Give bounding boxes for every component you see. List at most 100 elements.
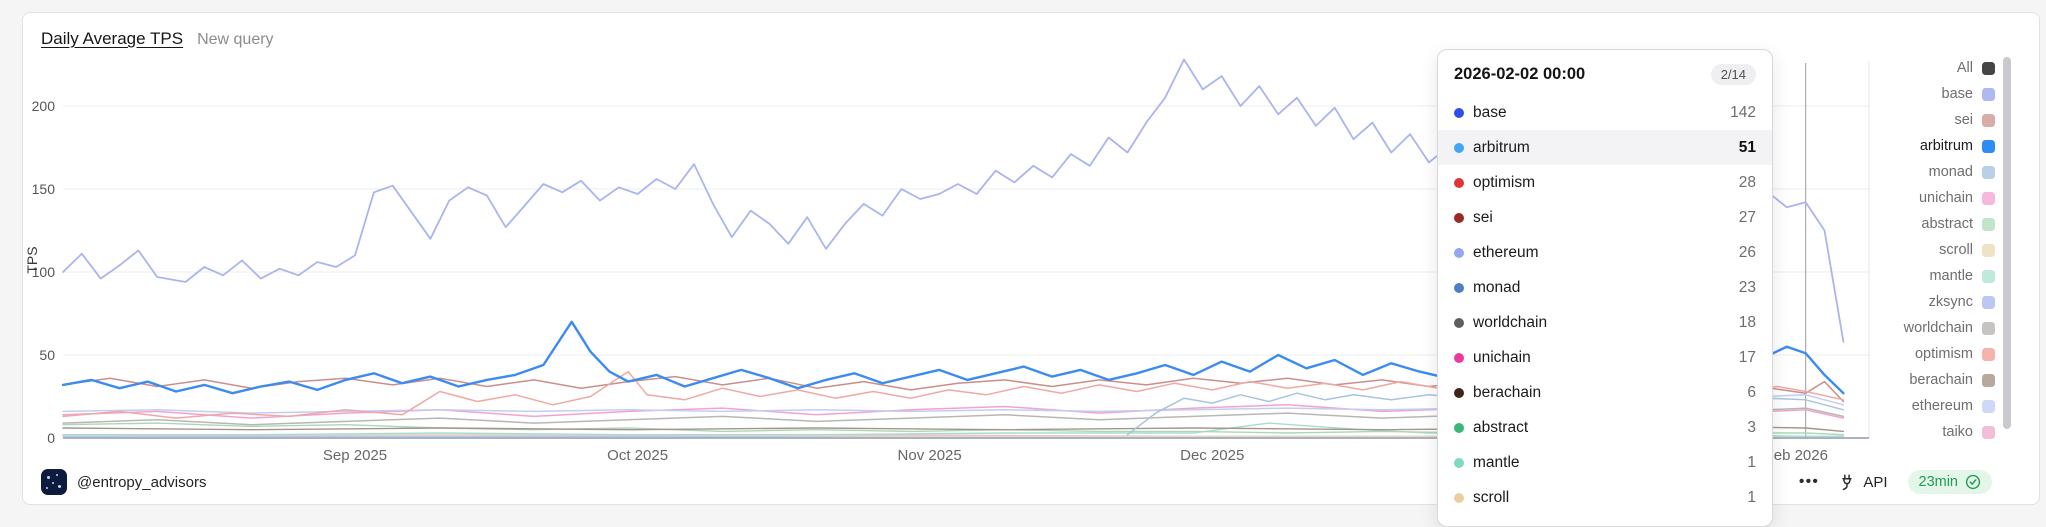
legend-item-base[interactable]: base	[1805, 81, 1995, 107]
legend-label: monad	[1928, 164, 1973, 180]
legend-label: All	[1956, 60, 1973, 76]
tooltip-row-monad: monad 23	[1438, 270, 1772, 305]
tooltip-row-unichain: unichain 17	[1438, 340, 1772, 375]
tooltip-series-name: berachain	[1473, 383, 1542, 401]
tooltip-series-value: 51	[1738, 138, 1756, 156]
y-axis-title: TPS	[24, 246, 40, 273]
plug-icon	[1842, 474, 1852, 490]
freshness-badge[interactable]: 23min	[1907, 470, 1992, 494]
footer-actions: ••• API 23min	[1799, 469, 1992, 495]
series-dot-icon	[1454, 282, 1464, 293]
legend-swatch-icon	[1982, 191, 1995, 205]
tooltip-series-name: worldchain	[1473, 313, 1548, 331]
tooltip-series-name: unichain	[1473, 348, 1531, 366]
series-dot-icon	[1454, 212, 1464, 223]
series-dot-icon	[1454, 422, 1464, 433]
legend-item-arbitrum[interactable]: arbitrum	[1805, 133, 1995, 159]
legend-item-sei[interactable]: sei	[1805, 107, 1995, 133]
chart-title-link[interactable]: Daily Average TPS	[41, 29, 184, 48]
x-tick-label: Nov 2025	[898, 447, 962, 464]
series-dot-icon	[1454, 177, 1464, 188]
tooltip-series-value: 23	[1738, 278, 1756, 296]
more-menu-button[interactable]: •••	[1799, 473, 1820, 490]
chart-header: Daily Average TPS New query	[41, 29, 274, 49]
legend-label: arbitrum	[1919, 138, 1973, 154]
tooltip-series-value: 28	[1738, 173, 1756, 191]
series-dot-icon	[1454, 352, 1464, 363]
tooltip-series-name: abstract	[1473, 418, 1529, 436]
tooltip-series-name: mantle	[1473, 453, 1520, 471]
tooltip-series-name: arbitrum	[1473, 138, 1530, 156]
legend-item-unichain[interactable]: unichain	[1805, 185, 1995, 211]
legend-item-abstract[interactable]: abstract	[1805, 211, 1995, 237]
tooltip-series-value: 6	[1747, 383, 1756, 401]
legend-label: zksync	[1928, 294, 1973, 310]
new-query-link[interactable]: New query	[197, 31, 274, 48]
legend-swatch-icon	[1982, 295, 1995, 309]
hover-tooltip: 2026-02-02 00:00 2/14 base 142 arbitrum 51 o…	[1437, 49, 1773, 527]
x-tick-label: Sep 2025	[323, 447, 387, 464]
legend-scrollbar-thumb[interactable]	[2003, 57, 2011, 429]
y-tick-label: 50	[39, 347, 55, 363]
legend-item-optimism[interactable]: optimism	[1805, 341, 1995, 367]
legend-swatch-icon	[1982, 165, 1995, 179]
tooltip-row-berachain: berachain 6	[1438, 375, 1772, 410]
legend-item-worldchain[interactable]: worldchain	[1805, 315, 1995, 341]
tooltip-row-arbitrum: arbitrum 51	[1438, 130, 1772, 165]
tooltip-series-name: ethereum	[1473, 243, 1539, 261]
series-dot-icon	[1454, 142, 1464, 153]
legend-swatch-icon	[1982, 373, 1995, 387]
legend-label: unichain	[1918, 190, 1973, 206]
legend-item-all[interactable]: All	[1805, 55, 1995, 81]
tooltip-row-optimism: optimism 28	[1438, 165, 1772, 200]
tooltip-row-sei: sei 27	[1438, 200, 1772, 235]
tooltip-rows: base 142 arbitrum 51 optimism 28 sei 27 ethereum…	[1438, 95, 1772, 515]
tooltip-series-name: base	[1473, 103, 1507, 121]
legend-item-taiko[interactable]: taiko	[1805, 419, 1995, 445]
author-handle-link[interactable]: @entropy_advisors	[77, 473, 207, 491]
author-avatar[interactable]	[41, 469, 67, 495]
legend-swatch-icon	[1982, 243, 1995, 257]
tooltip-series-name: sei	[1473, 208, 1493, 226]
tooltip-series-value: 3	[1747, 418, 1756, 436]
series-dot-icon	[1454, 247, 1464, 258]
api-button[interactable]: API	[1839, 473, 1888, 491]
legend-item-zksync[interactable]: zksync	[1805, 289, 1995, 315]
legend-item-berachain[interactable]: berachain	[1805, 367, 1995, 393]
legend-swatch-icon	[1982, 425, 1995, 439]
x-tick-label: Dec 2025	[1180, 447, 1244, 464]
freshness-label: 23min	[1918, 474, 1959, 490]
tooltip-series-value: 17	[1738, 348, 1756, 366]
tooltip-series-value: 1	[1747, 453, 1756, 471]
legend-item-ethereum[interactable]: ethereum	[1805, 393, 1995, 419]
legend-swatch-icon	[1982, 321, 1995, 335]
legend-item-scroll[interactable]: scroll	[1805, 237, 1995, 263]
tooltip-series-value: 18	[1738, 313, 1756, 331]
legend-label: base	[1941, 86, 1973, 102]
series-dot-icon	[1454, 457, 1464, 468]
series-dot-icon	[1454, 492, 1464, 503]
legend-item-mantle[interactable]: mantle	[1805, 263, 1995, 289]
legend-swatch-icon	[1982, 217, 1995, 231]
tooltip-series-value: 1	[1747, 488, 1756, 506]
tooltip-header: 2026-02-02 00:00 2/14	[1438, 62, 1772, 95]
legend-label: taiko	[1942, 424, 1973, 440]
legend-label: abstract	[1921, 216, 1973, 232]
series-dot-icon	[1454, 387, 1464, 398]
y-tick-label: 200	[32, 98, 56, 114]
verified-check-icon	[1965, 474, 1981, 490]
x-tick-label: Oct 2025	[607, 447, 668, 464]
legend-swatch-icon	[1982, 399, 1995, 413]
api-label: API	[1863, 473, 1888, 491]
series-dot-icon	[1454, 317, 1464, 328]
tooltip-series-value: 26	[1738, 243, 1756, 261]
footer-author: @entropy_advisors	[41, 469, 206, 495]
tooltip-row-mantle: mantle 1	[1438, 445, 1772, 480]
legend-label: worldchain	[1903, 320, 1973, 336]
y-tick-label: 0	[47, 430, 55, 446]
y-tick-label: 150	[32, 181, 56, 197]
legend-swatch-icon	[1982, 113, 1995, 127]
legend-label: scroll	[1939, 242, 1973, 258]
legend-item-monad[interactable]: monad	[1805, 159, 1995, 185]
legend-swatch-icon	[1982, 87, 1995, 101]
